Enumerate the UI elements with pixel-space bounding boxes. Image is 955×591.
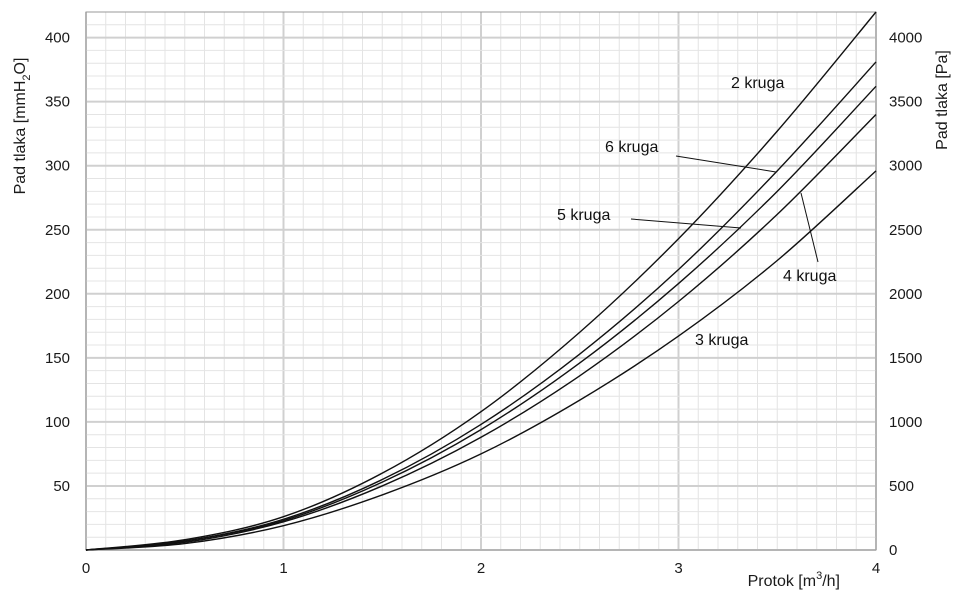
series-line-4-kruga — [85, 113, 877, 551]
series-label-5-kruga: 5 kruga — [557, 207, 610, 224]
y-left-tick-label: 50 — [53, 478, 70, 495]
y-right-tick-label: 500 — [889, 478, 914, 495]
leader-lines — [630, 155, 819, 263]
y-left-tick-label: 100 — [45, 414, 70, 431]
y-left-tick-label: 300 — [45, 158, 70, 175]
tick-labels: 0 1 2 3 450100150200250300350400050010001500… — [45, 30, 922, 577]
curve-labels: 2 kruga 6 kruga 5 kruga 4 kruga 3 kruga — [557, 75, 836, 349]
y-right-tick-label: 0 — [889, 542, 897, 559]
y-left-tick-label: 200 — [45, 286, 70, 303]
x-axis-title: Protok [m3/h] — [748, 570, 840, 590]
leader-line-5-kruga — [630, 218, 742, 229]
y-right-tick-label: 2500 — [889, 222, 922, 239]
y-right-tick-label: 4000 — [889, 30, 922, 47]
y-left-tick-label: 400 — [45, 30, 70, 47]
x-tick-label: 1 — [279, 560, 287, 577]
y-left-tick-label: 350 — [45, 94, 70, 111]
plot-frame — [85, 11, 877, 551]
y-axis-left-title: Pad tlaka [mmH2O] — [12, 58, 33, 195]
grid — [85, 11, 877, 551]
series-label-6-kruga: 6 kruga — [605, 139, 658, 156]
x-tick-label: 2 — [477, 560, 485, 577]
y-right-tick-label: 2000 — [889, 286, 922, 303]
y-right-tick-label: 3000 — [889, 158, 922, 175]
y-right-tick-label: 1500 — [889, 350, 922, 367]
leader-line-4-kruga — [800, 192, 819, 263]
y-right-tick-label: 3500 — [889, 94, 922, 111]
x-tick-label: 3 — [674, 560, 682, 577]
y-left-tick-label: 250 — [45, 222, 70, 239]
curves — [85, 11, 877, 551]
series-line-3-kruga — [85, 170, 877, 551]
series-label-3-kruga: 3 kruga — [695, 332, 748, 349]
series-label-4-kruga: 4 kruga — [783, 268, 836, 285]
y-left-tick-label: 150 — [45, 350, 70, 367]
y-right-tick-label: 1000 — [889, 414, 922, 431]
y-axis-right-title: Pad tlaka [Pa] — [934, 50, 951, 150]
x-tick-label: 4 — [872, 560, 880, 577]
leader-line-6-kruga — [675, 155, 777, 173]
series-line-2-kruga — [85, 11, 877, 551]
series-line-5-kruga — [85, 85, 877, 551]
series-label-2-kruga: 2 kruga — [731, 75, 784, 92]
x-tick-label: 0 — [82, 560, 90, 577]
